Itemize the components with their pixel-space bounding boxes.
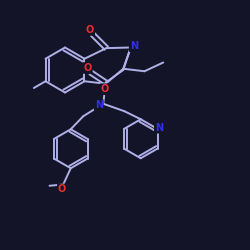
- Text: N: N: [155, 123, 163, 133]
- Text: O: O: [58, 184, 66, 194]
- Text: N: N: [95, 100, 103, 110]
- Text: N: N: [130, 41, 138, 51]
- Text: O: O: [86, 25, 94, 35]
- Text: O: O: [84, 63, 92, 73]
- Text: O: O: [100, 84, 108, 94]
